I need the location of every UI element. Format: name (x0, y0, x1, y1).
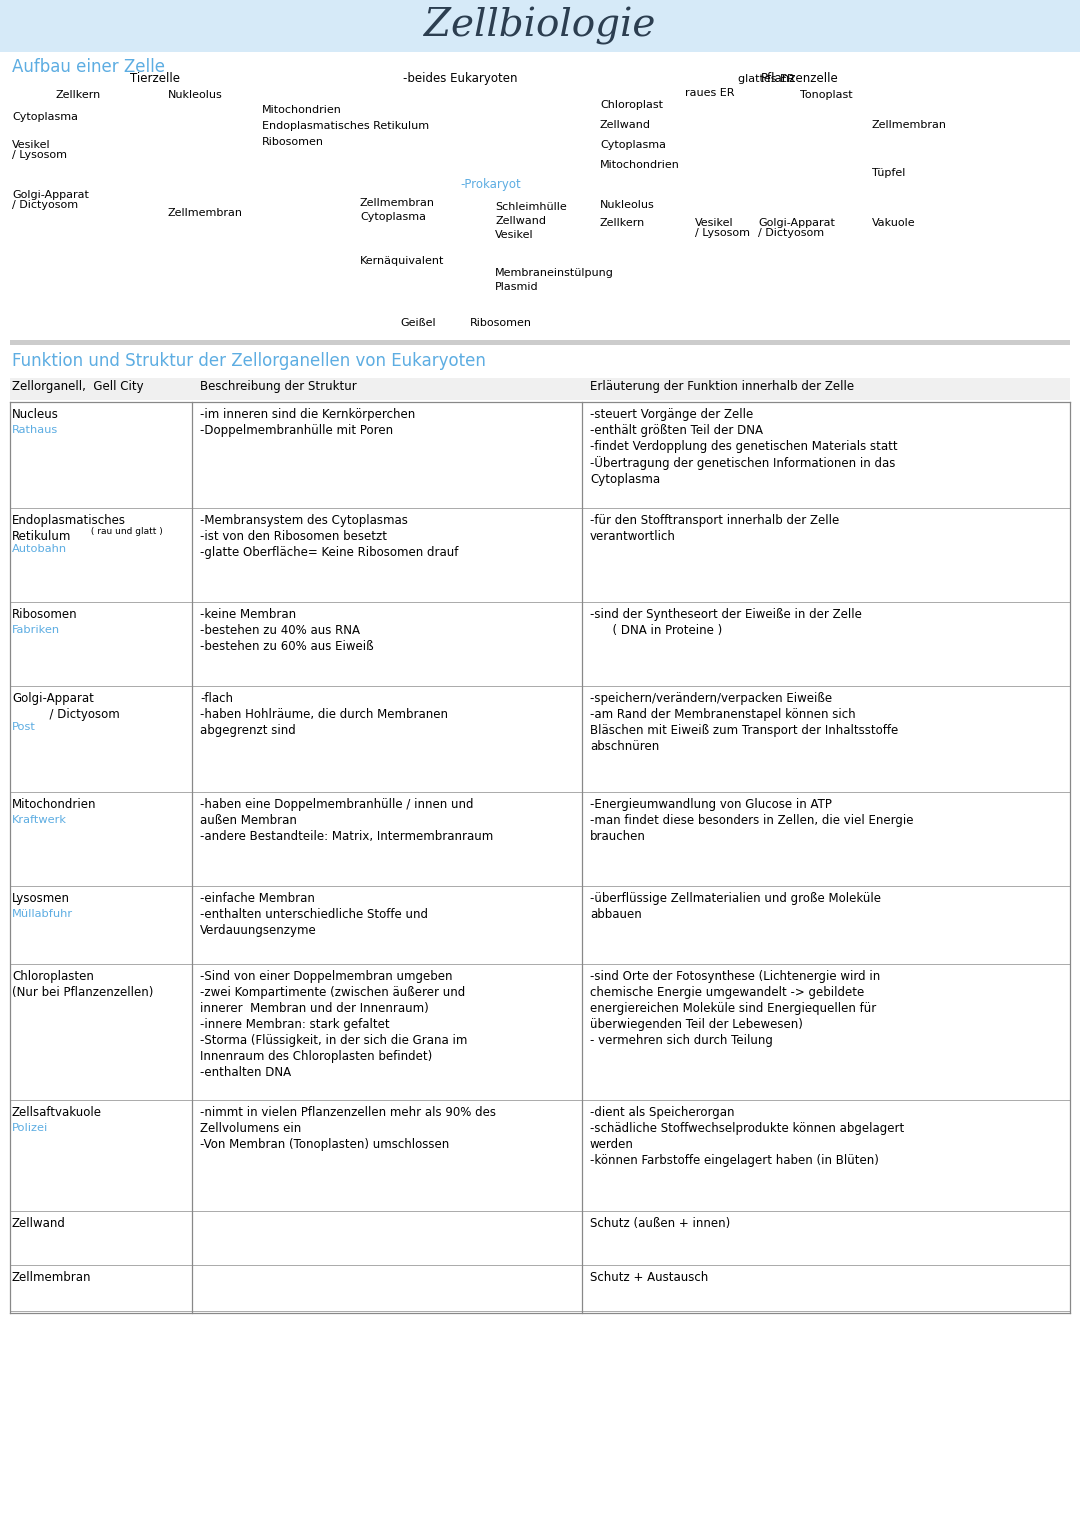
Bar (0, 0, 1080, 52)
Text: Zellwand: Zellwand (600, 121, 651, 130)
Text: -haben eine Doppelmembranhülle / innen und
außen Membran
-andere Bestandteile: M: -haben eine Doppelmembranhülle / innen u… (200, 799, 494, 843)
Text: Golgi-Apparat: Golgi-Apparat (758, 218, 835, 228)
Text: -dient als Speicherorgan
-schädliche Stoffwechselprodukte können abgelagert
werd: -dient als Speicherorgan -schädliche Sto… (590, 1106, 904, 1167)
Text: Zellmembran: Zellmembran (168, 208, 243, 218)
Text: Tierzelle: Tierzelle (130, 72, 180, 86)
Text: Mitochondrien: Mitochondrien (262, 105, 342, 115)
Text: Kraftwerk: Kraftwerk (12, 815, 67, 825)
Text: ( rau und glatt ): ( rau und glatt ) (87, 527, 163, 536)
Text: -für den Stofftransport innerhalb der Zelle
verantwortlich: -für den Stofftransport innerhalb der Ze… (590, 515, 839, 544)
Text: Vesikel: Vesikel (696, 218, 733, 228)
Text: -Membransystem des Cytoplasmas
-ist von den Ribosomen besetzt
-glatte Oberfläche: -Membransystem des Cytoplasmas -ist von … (200, 515, 458, 559)
Text: Zellkern: Zellkern (600, 218, 645, 228)
Text: / Lysosom: / Lysosom (12, 150, 67, 160)
Text: Zellmembran: Zellmembran (872, 121, 947, 130)
Text: glattes ER: glattes ER (738, 73, 795, 84)
Text: Schutz + Austausch: Schutz + Austausch (590, 1270, 708, 1284)
Text: -sind Orte der Fotosynthese (Lichtenergie wird in
chemische Energie umgewandelt : -sind Orte der Fotosynthese (Lichtenergi… (590, 970, 880, 1048)
Text: Mitochondrien: Mitochondrien (12, 799, 96, 811)
Text: Pflanzenzelle: Pflanzenzelle (761, 72, 839, 86)
Text: Tüpfel: Tüpfel (872, 168, 905, 179)
Text: Rathaus: Rathaus (12, 425, 58, 435)
Text: Erläuterung der Funktion innerhalb der Zelle: Erläuterung der Funktion innerhalb der Z… (590, 380, 854, 392)
Text: / Dictyosom: / Dictyosom (758, 228, 824, 238)
Text: Autobahn: Autobahn (12, 544, 67, 554)
Text: Müllabfuhr: Müllabfuhr (12, 909, 73, 919)
Text: Funktion und Struktur der Zellorganellen von Eukaryoten: Funktion und Struktur der Zellorganellen… (12, 353, 486, 370)
Text: Golgi-Apparat: Golgi-Apparat (12, 189, 89, 200)
Text: Zellwand: Zellwand (12, 1217, 66, 1231)
Text: Zellmembran: Zellmembran (360, 199, 435, 208)
Text: Fabriken: Fabriken (12, 625, 60, 635)
Text: / Dictyosom: / Dictyosom (12, 200, 78, 211)
Text: Golgi-Apparat
          / Dictyosom: Golgi-Apparat / Dictyosom (12, 692, 120, 721)
Text: Vesikel: Vesikel (495, 231, 534, 240)
Text: Zellkern: Zellkern (55, 90, 100, 99)
Text: -flach
-haben Hohlräume, die durch Membranen
abgegrenzt sind: -flach -haben Hohlräume, die durch Membr… (200, 692, 448, 738)
Text: Chloroplast: Chloroplast (600, 99, 663, 110)
Text: Zellsaftvakuole: Zellsaftvakuole (12, 1106, 102, 1119)
Text: Endoplasmatisches
Retikulum: Endoplasmatisches Retikulum (12, 515, 126, 544)
Text: Vakuole: Vakuole (872, 218, 916, 228)
Text: Kernäquivalent: Kernäquivalent (360, 257, 444, 266)
Text: Cytoplasma: Cytoplasma (600, 140, 666, 150)
Text: -beides Eukaryoten: -beides Eukaryoten (403, 72, 517, 86)
Text: -nimmt in vielen Pflanzenzellen mehr als 90% des
Zellvolumens ein
-Von Membran (: -nimmt in vielen Pflanzenzellen mehr als… (200, 1106, 496, 1151)
Text: Ribosomen: Ribosomen (470, 318, 532, 328)
Text: -im inneren sind die Kernkörperchen
-Doppelmembranhülle mit Poren: -im inneren sind die Kernkörperchen -Dop… (200, 408, 415, 437)
Text: Tonoplast: Tonoplast (800, 90, 852, 99)
Text: -überflüssige Zellmaterialien und große Moleküle
abbauen: -überflüssige Zellmaterialien und große … (590, 892, 881, 921)
Text: Cytoplasma: Cytoplasma (360, 212, 426, 221)
Text: -Energieumwandlung von Glucose in ATP
-man findet diese besonders in Zellen, die: -Energieumwandlung von Glucose in ATP -m… (590, 799, 914, 843)
Text: -Sind von einer Doppelmembran umgeben
-zwei Kompartimente (zwischen äußerer und
: -Sind von einer Doppelmembran umgeben -z… (200, 970, 468, 1080)
Text: -steuert Vorgänge der Zelle
-enthält größten Teil der DNA
-findet Verdopplung de: -steuert Vorgänge der Zelle -enthält grö… (590, 408, 897, 486)
Text: Ribosomen: Ribosomen (262, 137, 324, 147)
Text: Endoplasmatisches Retikulum: Endoplasmatisches Retikulum (262, 121, 429, 131)
Text: Beschreibung der Struktur: Beschreibung der Struktur (200, 380, 356, 392)
Bar (10, 341, 1070, 345)
Text: Zellbiologie: Zellbiologie (424, 8, 656, 44)
Text: Post: Post (12, 722, 36, 731)
Text: Aufbau einer Zelle: Aufbau einer Zelle (12, 58, 165, 76)
Text: Nukleolus: Nukleolus (600, 200, 654, 211)
Text: raues ER: raues ER (685, 89, 734, 98)
Text: Chloroplasten
(Nur bei Pflanzenzellen): Chloroplasten (Nur bei Pflanzenzellen) (12, 970, 153, 999)
Text: Membraneinstülpung: Membraneinstülpung (495, 269, 613, 278)
Text: -Prokaryot: -Prokaryot (460, 179, 521, 191)
Text: Cytoplasma: Cytoplasma (12, 111, 78, 122)
Text: Ribosomen: Ribosomen (12, 608, 78, 621)
Text: Vesikel: Vesikel (12, 140, 51, 150)
Text: Lysosmen: Lysosmen (12, 892, 70, 906)
Text: Nucleus: Nucleus (12, 408, 59, 421)
Text: Zellwand: Zellwand (495, 215, 546, 226)
Bar (10, 379, 1070, 400)
Text: Mitochondrien: Mitochondrien (600, 160, 680, 169)
Text: Schutz (außen + innen): Schutz (außen + innen) (590, 1217, 730, 1231)
Text: Zellorganell,  Gell City: Zellorganell, Gell City (12, 380, 144, 392)
Text: Nukleolus: Nukleolus (168, 90, 222, 99)
Text: Polizei: Polizei (12, 1122, 49, 1133)
Text: Plasmid: Plasmid (495, 282, 539, 292)
Text: -keine Membran
-bestehen zu 40% aus RNA
-bestehen zu 60% aus Eiweiß: -keine Membran -bestehen zu 40% aus RNA … (200, 608, 374, 654)
Text: / Lysosom: / Lysosom (696, 228, 750, 238)
Text: -sind der Syntheseort der Eiweiße in der Zelle
      ( DNA in Proteine ): -sind der Syntheseort der Eiweiße in der… (590, 608, 862, 637)
Text: -einfache Membran
-enthalten unterschiedliche Stoffe und
Verdauungsenzyme: -einfache Membran -enthalten unterschied… (200, 892, 428, 938)
Text: Zellmembran: Zellmembran (12, 1270, 92, 1284)
Text: Geißel: Geißel (400, 318, 435, 328)
Text: Schleimhülle: Schleimhülle (495, 202, 567, 212)
Text: -speichern/verändern/verpacken Eiweiße
-am Rand der Membranenstapel können sich
: -speichern/verändern/verpacken Eiweiße -… (590, 692, 899, 753)
